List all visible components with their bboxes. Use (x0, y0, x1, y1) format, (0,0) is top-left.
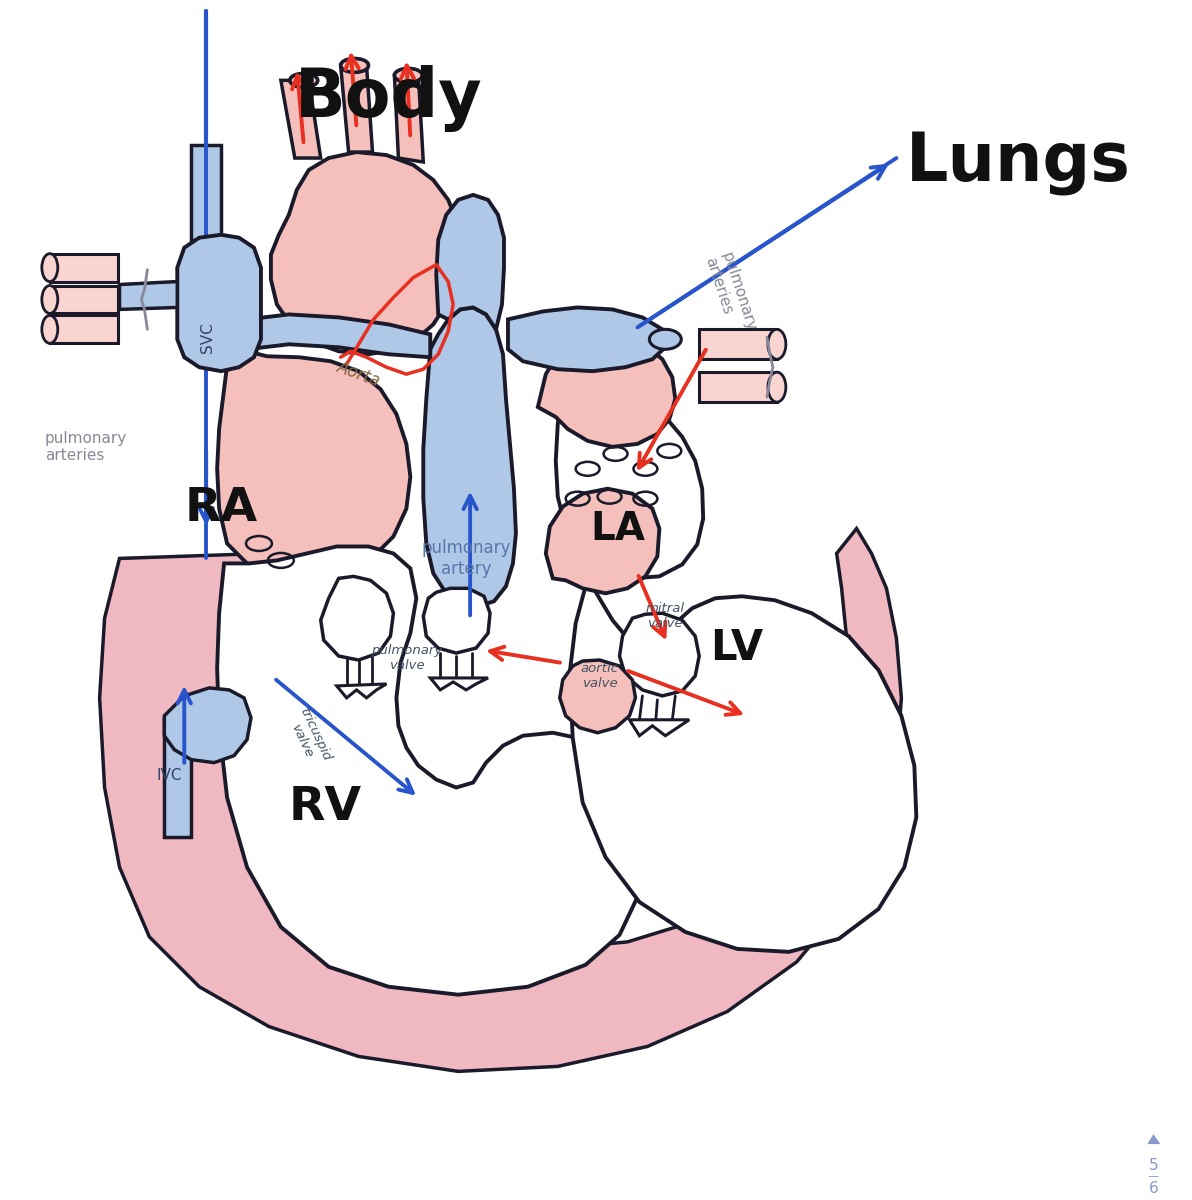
Ellipse shape (42, 316, 57, 343)
Text: aortic
valve: aortic valve (581, 662, 619, 690)
FancyArrowPatch shape (628, 671, 740, 715)
Text: LA: LA (590, 510, 645, 547)
Ellipse shape (341, 59, 368, 72)
Ellipse shape (650, 329, 682, 349)
FancyArrowPatch shape (639, 576, 665, 636)
Text: LV: LV (710, 628, 764, 670)
Text: 6: 6 (1149, 1181, 1159, 1196)
Polygon shape (700, 372, 777, 402)
Polygon shape (555, 389, 703, 578)
FancyArrowPatch shape (464, 496, 477, 616)
FancyArrowPatch shape (490, 647, 560, 662)
Polygon shape (430, 678, 488, 690)
Polygon shape (50, 316, 118, 343)
Ellipse shape (42, 253, 57, 282)
FancyArrowPatch shape (277, 679, 412, 793)
Polygon shape (508, 307, 665, 371)
Polygon shape (178, 235, 261, 371)
Polygon shape (395, 76, 423, 162)
Polygon shape (436, 194, 504, 329)
FancyArrowPatch shape (640, 166, 886, 326)
Ellipse shape (395, 68, 422, 83)
Text: pulmonary
valve: pulmonary valve (371, 644, 442, 672)
Polygon shape (281, 80, 321, 158)
FancyArrowPatch shape (178, 690, 191, 763)
Text: RA: RA (185, 486, 257, 532)
Text: tricuspid
valve: tricuspid valve (284, 706, 334, 769)
Polygon shape (217, 546, 645, 995)
Polygon shape (700, 329, 777, 359)
Text: Lungs: Lungs (906, 130, 1131, 196)
Text: pulmonary
arteries: pulmonary arteries (702, 251, 758, 338)
Polygon shape (321, 576, 393, 660)
Polygon shape (629, 720, 689, 736)
Text: RV: RV (288, 785, 362, 830)
Polygon shape (538, 335, 676, 446)
FancyArrowPatch shape (199, 451, 213, 522)
Polygon shape (620, 613, 700, 696)
Text: Aorta: Aorta (334, 358, 383, 390)
FancyArrowPatch shape (346, 55, 359, 125)
Polygon shape (217, 314, 430, 367)
Polygon shape (423, 588, 490, 653)
Polygon shape (50, 286, 118, 313)
Text: pulmonary
artery: pulmonary artery (422, 539, 511, 578)
FancyArrowPatch shape (639, 349, 706, 468)
Polygon shape (271, 152, 461, 354)
Text: mitral
valve: mitral valve (646, 602, 685, 630)
Polygon shape (164, 688, 252, 763)
Ellipse shape (768, 329, 786, 359)
Polygon shape (570, 578, 917, 952)
Text: Body: Body (294, 66, 483, 132)
Text: —: — (1148, 1171, 1159, 1181)
Polygon shape (423, 307, 516, 606)
Ellipse shape (768, 372, 786, 402)
Text: IVC: IVC (156, 768, 182, 784)
Polygon shape (164, 718, 191, 838)
Ellipse shape (290, 73, 318, 88)
Polygon shape (1148, 1134, 1160, 1144)
Text: pulmonary
arteries: pulmonary arteries (45, 431, 128, 463)
Polygon shape (217, 349, 410, 576)
FancyArrowPatch shape (292, 76, 305, 143)
Polygon shape (119, 282, 178, 310)
FancyArrowPatch shape (401, 66, 414, 136)
Text: 5: 5 (1149, 1158, 1159, 1174)
Ellipse shape (42, 286, 57, 313)
Text: SVC: SVC (200, 322, 215, 353)
Polygon shape (100, 528, 901, 1072)
Polygon shape (560, 660, 635, 733)
Polygon shape (546, 488, 659, 593)
Polygon shape (50, 253, 118, 282)
Polygon shape (191, 145, 221, 240)
Polygon shape (341, 66, 373, 152)
Polygon shape (336, 684, 386, 698)
